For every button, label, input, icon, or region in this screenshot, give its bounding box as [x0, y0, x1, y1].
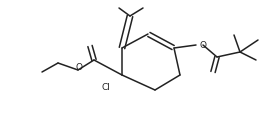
Text: Cl: Cl: [102, 84, 110, 93]
Text: O: O: [199, 41, 206, 50]
Text: O: O: [76, 63, 82, 72]
